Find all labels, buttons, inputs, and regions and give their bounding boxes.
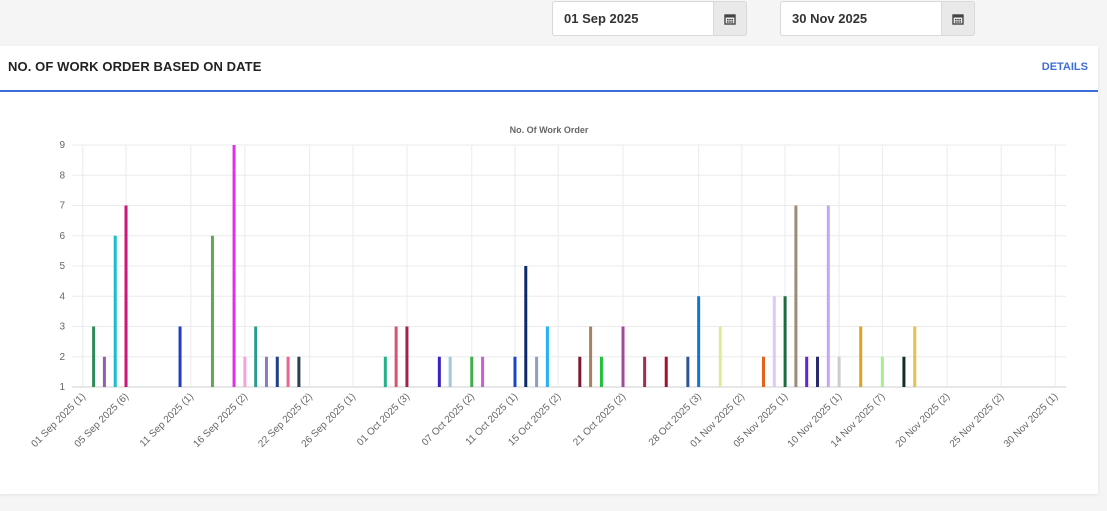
bar <box>837 356 841 387</box>
x-tick-label: 20 Nov 2025 (2) <box>894 391 952 449</box>
chart-title: No. Of Work Order <box>510 125 589 135</box>
work-order-card: NO. OF WORK ORDER BASED ON DATE DETAILS … <box>0 46 1098 494</box>
y-tick-label: 9 <box>59 140 65 151</box>
bar <box>902 356 906 387</box>
bar <box>394 326 398 387</box>
bar <box>437 356 441 387</box>
end-date-calendar-button[interactable] <box>941 1 975 36</box>
bar <box>794 205 798 387</box>
bar <box>880 356 884 387</box>
bar <box>470 356 474 387</box>
x-tick-label: 16 Sep 2025 (2) <box>191 391 249 449</box>
bar <box>113 235 117 387</box>
calendar-icon <box>724 13 736 25</box>
bar <box>664 356 668 387</box>
x-tick-label: 30 Nov 2025 (1) <box>1002 391 1060 449</box>
bar <box>535 356 539 387</box>
bar <box>275 356 279 387</box>
bar <box>859 326 863 387</box>
card-title: NO. OF WORK ORDER BASED ON DATE <box>8 59 262 74</box>
bar <box>524 266 528 387</box>
y-tick-label: 3 <box>59 322 65 333</box>
bar <box>254 326 258 387</box>
bar <box>448 356 452 387</box>
bar <box>599 356 603 387</box>
start-date-group: 01 Sep 2025 <box>552 1 747 36</box>
calendar-icon <box>952 13 964 25</box>
bar <box>405 326 409 387</box>
bar <box>232 145 236 387</box>
x-tick-label: 25 Nov 2025 (2) <box>948 391 1006 449</box>
end-date-group: 30 Nov 2025 <box>780 1 975 36</box>
bar <box>102 356 106 387</box>
bar <box>643 356 647 387</box>
bar <box>805 356 809 387</box>
y-tick-label: 7 <box>59 201 65 212</box>
bar <box>124 205 128 387</box>
bar <box>783 296 787 387</box>
y-tick-label: 5 <box>59 261 65 272</box>
x-tick-label: 11 Sep 2025 (1) <box>138 391 196 449</box>
x-tick-label: 01 Oct 2025 (3) <box>355 391 412 448</box>
bar <box>816 356 819 387</box>
bar <box>686 356 690 387</box>
bar <box>178 326 182 387</box>
details-link[interactable]: DETAILS <box>1041 61 1088 73</box>
x-tick-label: 21 Oct 2025 (2) <box>571 391 628 448</box>
bar <box>697 296 701 387</box>
end-date-input[interactable]: 30 Nov 2025 <box>780 1 941 36</box>
card-header: NO. OF WORK ORDER BASED ON DATE DETAILS <box>0 46 1098 92</box>
bar <box>210 235 214 387</box>
bar <box>761 356 765 387</box>
bar <box>772 296 776 387</box>
bar <box>243 356 247 387</box>
bar <box>589 326 593 387</box>
start-date-input[interactable]: 01 Sep 2025 <box>552 1 713 36</box>
bar <box>513 356 517 387</box>
bar <box>913 326 917 387</box>
y-tick-label: 1 <box>59 382 65 393</box>
y-tick-label: 2 <box>59 352 65 363</box>
bar <box>286 356 290 387</box>
y-tick-label: 6 <box>59 231 65 242</box>
bar <box>383 356 387 387</box>
bar <box>826 205 830 387</box>
bar <box>621 326 625 387</box>
bar <box>92 326 96 387</box>
y-tick-label: 4 <box>59 291 65 302</box>
bar <box>545 326 549 387</box>
bar <box>718 326 722 387</box>
bar <box>578 356 582 387</box>
start-date-calendar-button[interactable] <box>713 1 747 36</box>
bar <box>264 356 268 387</box>
bar <box>297 356 301 387</box>
y-tick-label: 8 <box>59 170 65 181</box>
bar <box>481 356 485 387</box>
